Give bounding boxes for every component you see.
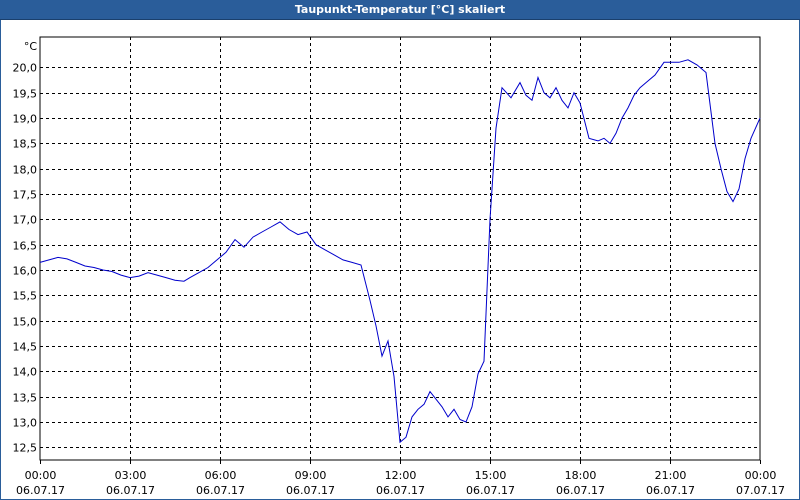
x-tick-time: 15:00: [475, 469, 507, 482]
y-tick-label: 17,0: [13, 214, 38, 227]
x-tick-time: 18:00: [565, 469, 597, 482]
y-tick-label: 18,0: [13, 164, 38, 177]
x-tick-time: 06:00: [205, 469, 237, 482]
y-tick-label: 20,0: [13, 62, 38, 75]
x-tick-time: 00:00: [745, 469, 777, 482]
y-tick-label: 15,5: [13, 290, 38, 303]
x-tick-date: 07.07.17: [736, 484, 785, 497]
chart-title: Taupunkt-Temperatur [°C] skaliert: [294, 3, 506, 16]
x-tick-date: 06.07.17: [376, 484, 425, 497]
x-tick-time: 21:00: [655, 469, 687, 482]
y-tick-label: 15,0: [13, 316, 38, 329]
x-tick-time: 09:00: [295, 469, 327, 482]
y-tick-label: 19,5: [13, 88, 38, 101]
x-tick-date: 06.07.17: [646, 484, 695, 497]
x-axis: 00:00 06.07.17 03:00 06.07.17 06:00 06.07.17 0…: [16, 460, 785, 497]
x-tick-date: 06.07.17: [196, 484, 245, 497]
x-tick-time: 12:00: [385, 469, 417, 482]
x-tick-date: 06.07.17: [556, 484, 605, 497]
y-tick-label: 16,0: [13, 265, 38, 278]
x-tick-time: 03:00: [115, 469, 147, 482]
grid-lines: [39, 36, 761, 461]
y-tick-label: 12,5: [13, 442, 38, 455]
y-tick-label: 13,0: [13, 417, 38, 430]
y-tick-label: 17,5: [13, 189, 38, 202]
x-tick-date: 06.07.17: [286, 484, 335, 497]
x-tick-date: 06.07.17: [106, 484, 155, 497]
y-tick-label: 16,5: [13, 240, 38, 253]
series-group: [39, 59, 761, 444]
y-tick-label: 14,5: [13, 341, 38, 354]
x-tick-date: 06.07.17: [16, 484, 65, 497]
x-tick-date: 06.07.17: [466, 484, 515, 497]
y-tick-label: 19,0: [13, 113, 38, 126]
y-tick-label: 14,0: [13, 366, 38, 379]
y-tick-label: 13,5: [13, 392, 38, 405]
series-line: [39, 59, 761, 444]
x-tick-time: 00:00: [25, 469, 57, 482]
y-unit-label: °C: [24, 40, 38, 53]
y-axis: 12,5 13,0 13,5 14,0 14,5 15,0 15,5 16,0 16,5 17,0…: [13, 40, 38, 455]
y-tick-label: 18,5: [13, 138, 38, 151]
title-bar: [0, 0, 800, 20]
